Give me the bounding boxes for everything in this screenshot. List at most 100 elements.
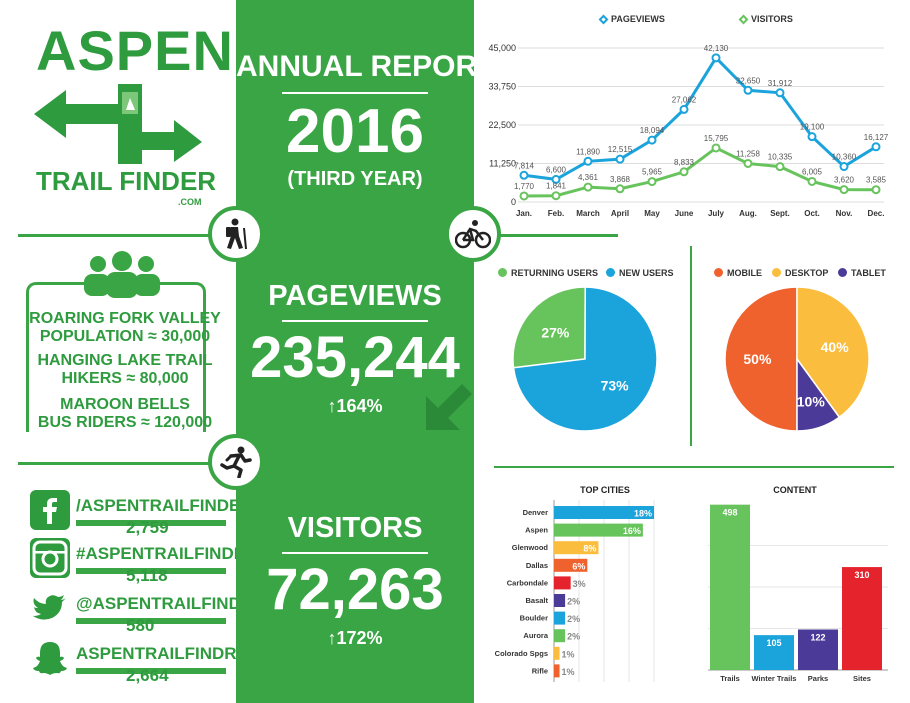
slice-label: 73%	[601, 377, 630, 393]
pie2-legend-mobile: MOBILE	[714, 268, 762, 278]
stat-population: ROARING FORK VALLEY POPULATION ≈ 30,000	[20, 310, 230, 346]
data-point	[679, 104, 689, 114]
x-tick-label: Aug.	[739, 209, 757, 218]
top-cities-title: TOP CITIES	[580, 485, 630, 495]
data-label: 3,585	[866, 176, 887, 185]
legend-marker	[738, 14, 749, 25]
users-pie-chart: 27% 73%	[512, 286, 658, 432]
city-label: Dallas	[526, 561, 548, 570]
pie-slice	[512, 286, 658, 432]
city-value-label: 1%	[562, 649, 575, 659]
visitors-label: VISITORS	[287, 512, 423, 544]
city-bar	[554, 523, 643, 537]
content-bar	[754, 635, 794, 670]
pie-slice	[796, 286, 870, 419]
data-point	[743, 85, 753, 95]
logo-wordmark: ASPEN	[36, 19, 234, 82]
city-bar	[554, 629, 566, 643]
social-bar	[76, 568, 226, 574]
data-label: 27,062	[672, 95, 697, 104]
data-label: 3,868	[610, 175, 631, 184]
city-bar	[554, 646, 560, 660]
y-tick-label: 22,500	[488, 120, 516, 130]
data-label: 1,770	[514, 182, 535, 191]
pie-divider	[690, 246, 692, 446]
data-point	[775, 162, 785, 172]
city-bar	[554, 611, 566, 625]
city-value-label: 6%	[572, 561, 585, 571]
x-tick-label: Oct.	[804, 209, 820, 218]
divider	[282, 552, 428, 554]
city-label: Denver	[523, 508, 549, 517]
content-value-label: 122	[810, 632, 825, 642]
social-twitter[interactable]: @ASPENTRAILFINDR 580	[30, 588, 253, 648]
data-point	[647, 177, 657, 187]
content-bar	[842, 567, 882, 670]
pageviews-label: PAGEVIEWS	[268, 280, 442, 312]
slice-label: 40%	[821, 339, 850, 355]
social-facebook[interactable]: /ASPENTRAILFINDER 2,759	[30, 490, 253, 550]
content-category-label: Parks	[808, 674, 828, 683]
data-point	[551, 191, 561, 201]
top-cities-chart: Denver 18% Aspen 16% Glenwood 8% Dallas 6% Carbo…	[495, 500, 655, 682]
city-bar	[554, 594, 566, 607]
arrow-icon	[426, 384, 472, 430]
pie-slice	[724, 286, 798, 432]
twitter-handle: @ASPENTRAILFINDR	[76, 594, 254, 613]
city-value-label: 2%	[567, 597, 580, 607]
data-label: 19,100	[800, 123, 825, 132]
legend-marker	[838, 268, 847, 277]
slice-label: 27%	[541, 325, 570, 341]
x-tick-label: Dec.	[868, 209, 885, 218]
logo: ASPEN TRAIL FINDER .COM	[0, 0, 233, 215]
content-bar	[798, 629, 838, 670]
content-chart: 498 Trails 105 Winter Trails 122 Parks 310 Site…	[708, 504, 888, 683]
stat-bus-line2: BUS RIDERS ≈ 120,000	[37, 414, 213, 431]
city-label: Basalt	[525, 596, 548, 605]
device-pie-chart: 50% 40% 10%	[724, 286, 870, 432]
data-label: 12,515	[608, 145, 633, 154]
series-line-visitors	[523, 146, 877, 198]
content-title: CONTENT	[773, 485, 817, 495]
social-bar	[76, 618, 226, 624]
stat-hikers-line1: HANGING LAKE TRAIL	[37, 352, 213, 369]
city-value-label: 18%	[634, 509, 652, 519]
data-point	[711, 143, 721, 153]
data-label: 8,833	[674, 158, 695, 167]
legend-label: VISITORS	[751, 14, 793, 24]
runner-icon	[208, 434, 264, 490]
x-tick-label: Nov.	[836, 209, 853, 218]
legend-label: NEW USERS	[619, 268, 674, 278]
social-snapchat[interactable]: ASPENTRAILFINDR 2,664	[30, 638, 237, 698]
data-point	[615, 154, 625, 164]
data-label: 1,841	[546, 182, 567, 191]
report-note: (THIRD YEAR)	[287, 168, 423, 190]
x-tick-label: April	[611, 209, 629, 218]
data-label: 4,361	[578, 173, 599, 182]
twitter-icon	[30, 588, 70, 628]
data-label: 11,890	[576, 147, 600, 156]
data-point	[871, 142, 881, 152]
visitors-value: 72,263	[266, 557, 444, 622]
pageviews-change: ↑164%	[327, 396, 383, 416]
legend-label: TABLET	[851, 268, 886, 278]
y-tick-label: 45,000	[488, 43, 516, 53]
stat-bus-riders: MAROON BELLS BUS RIDERS ≈ 120,000	[20, 396, 230, 432]
snapchat-count: 2,664	[126, 666, 169, 685]
city-bar	[554, 576, 571, 590]
data-label: 6,005	[802, 167, 823, 176]
city-label: Colorado Spgs	[495, 649, 548, 658]
data-label: 11,258	[736, 149, 760, 158]
twitter-count: 580	[126, 616, 155, 635]
data-point	[711, 53, 721, 63]
trail-arrows-icon	[34, 84, 202, 164]
legend-marker	[772, 268, 781, 277]
city-bar	[554, 506, 654, 519]
line-legend-visitors: VISITORS	[738, 14, 793, 25]
people-icon	[84, 251, 160, 298]
x-tick-label: March	[576, 209, 600, 218]
data-label: 16,127	[864, 133, 889, 142]
y-tick-label: 33,750	[488, 82, 516, 92]
social-instagram[interactable]: #ASPENTRAILFINDER 5,118	[30, 538, 257, 598]
city-value-label: 3%	[573, 579, 586, 589]
